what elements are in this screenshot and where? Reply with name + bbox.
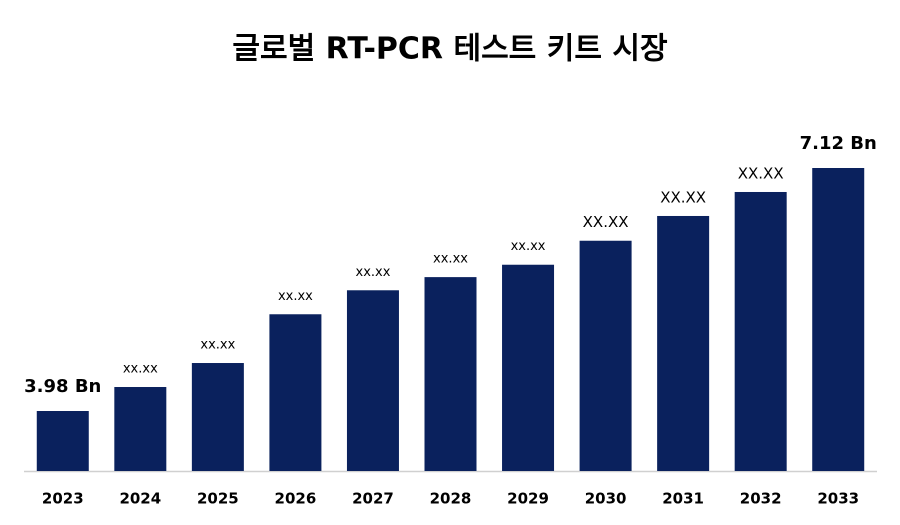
bar	[424, 277, 477, 471]
value-label: 7.12 Bn	[800, 133, 877, 154]
bar	[346, 290, 399, 471]
value-label: xx.xx	[511, 239, 546, 254]
x-tick-label: 2028	[430, 490, 472, 508]
value-label: xx.xx	[200, 338, 235, 353]
x-tick-label: 2029	[507, 490, 549, 508]
x-tick-label: 2025	[197, 490, 239, 508]
value-label: xx.xx	[123, 362, 158, 377]
bar	[657, 215, 710, 471]
bar	[191, 363, 244, 471]
bar	[734, 191, 787, 471]
x-tick-label: 2032	[740, 490, 782, 508]
x-tick-label: 2030	[585, 490, 627, 508]
bar	[812, 168, 865, 471]
value-label: XX.XX	[660, 188, 706, 206]
x-tick-label: 2033	[817, 490, 859, 508]
value-label: XX.XX	[583, 213, 629, 231]
x-tick-label: 2023	[42, 490, 84, 508]
x-tick-label: 2027	[352, 490, 394, 508]
value-label: xx.xx	[356, 265, 391, 280]
bar	[269, 314, 322, 471]
bar	[36, 411, 89, 471]
x-tick-label: 2024	[119, 490, 161, 508]
bar	[502, 264, 555, 471]
value-label: xx.xx	[433, 252, 468, 267]
value-label: XX.XX	[738, 164, 784, 182]
value-label: 3.98 Bn	[24, 376, 101, 397]
bar	[579, 240, 632, 471]
chart-title: 글로벌 RT-PCR 테스트 키트 시장	[232, 32, 668, 67]
x-tick-label: 2031	[662, 490, 704, 508]
bar	[114, 387, 167, 471]
value-label: xx.xx	[278, 289, 313, 304]
x-tick-label: 2026	[275, 490, 317, 508]
